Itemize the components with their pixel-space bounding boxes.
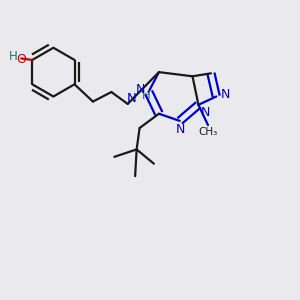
Text: O: O [16,53,26,66]
Text: N: N [136,82,146,96]
Text: N: N [127,92,136,105]
Text: CH₃: CH₃ [198,127,218,136]
Text: H: H [9,50,18,64]
Text: H: H [142,89,151,102]
Text: N: N [176,123,185,136]
Text: N: N [220,88,230,100]
Text: N: N [201,106,211,119]
